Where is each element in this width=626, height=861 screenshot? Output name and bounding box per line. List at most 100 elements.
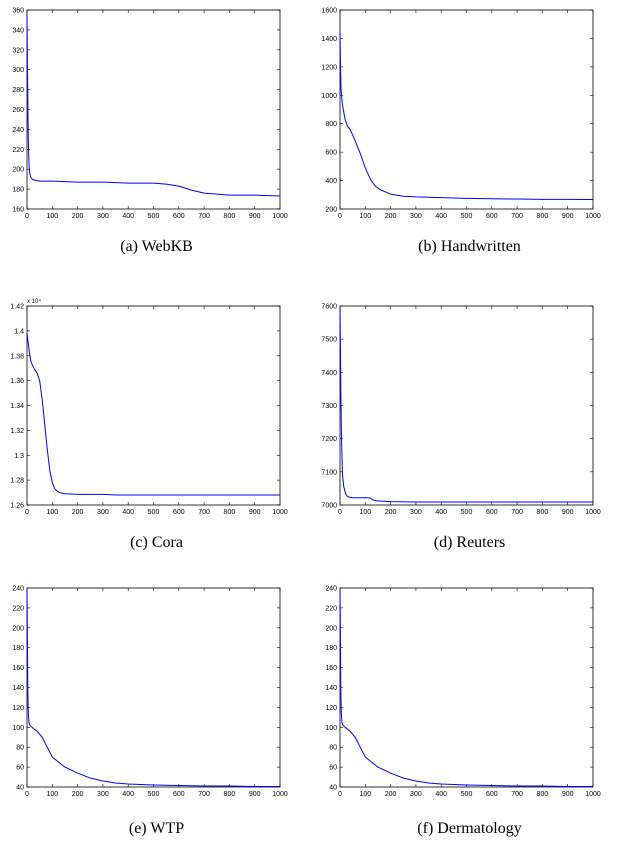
y-tick-label: 220 bbox=[12, 147, 24, 154]
x-tick-label: 1000 bbox=[585, 213, 601, 220]
y-tick-label: 7000 bbox=[321, 503, 337, 510]
x-tick-label: 300 bbox=[410, 213, 422, 220]
chart-panel-a: 0 100 200 300 400 500 600 700 800 900 1000 160 180 20… bbox=[0, 0, 313, 283]
x-tick-label: 0 bbox=[338, 791, 342, 798]
x-tick-label: 800 bbox=[537, 791, 549, 798]
x-tick-label: 900 bbox=[249, 509, 261, 516]
chart-a: 0 100 200 300 400 500 600 700 800 900 1000 160 180 20… bbox=[12, 8, 288, 221]
plot-frame bbox=[339, 9, 594, 210]
x-tick-label: 600 bbox=[486, 791, 498, 798]
x-tick-label: 800 bbox=[224, 213, 236, 220]
x-tick-label: 200 bbox=[385, 213, 397, 220]
y-tick-label: 7100 bbox=[321, 469, 337, 476]
y-tick-label: 1400 bbox=[321, 36, 337, 43]
chart-f: 0 100 200 300 400 500 600 700 800 900 1000 40 60 80 10… bbox=[325, 586, 601, 799]
y-tick-label: 260 bbox=[12, 107, 24, 114]
plot-frame bbox=[339, 305, 594, 506]
x-tick-label: 500 bbox=[148, 791, 160, 798]
caption-e: (e) WTP bbox=[128, 820, 185, 837]
y-tick-label: 200 bbox=[325, 207, 337, 214]
caption-a: (a) WebKB bbox=[120, 238, 193, 255]
y-tick-label: 600 bbox=[325, 150, 337, 157]
x-tick-label: 100 bbox=[46, 213, 58, 220]
x-tick-label: 600 bbox=[173, 509, 185, 516]
x-tick-label: 100 bbox=[359, 213, 371, 220]
y-tick-label: 300 bbox=[12, 67, 24, 74]
x-tick-label: 400 bbox=[122, 791, 134, 798]
x-tick-label: 900 bbox=[562, 509, 574, 516]
caption-c: (c) Cora bbox=[130, 534, 183, 551]
y-tick-label: 400 bbox=[325, 178, 337, 185]
y-tick-label: 340 bbox=[12, 27, 24, 34]
plot-frame bbox=[339, 587, 594, 788]
x-tick-label: 600 bbox=[486, 509, 498, 516]
y-tick-label: 1600 bbox=[321, 8, 337, 15]
plot-frame bbox=[26, 587, 281, 788]
x-tick-label: 300 bbox=[410, 791, 422, 798]
y-tick-label: 160 bbox=[12, 207, 24, 214]
y-tick-label: 320 bbox=[12, 47, 24, 54]
y-tick-label: 120 bbox=[12, 705, 24, 712]
y-tick-label: 280 bbox=[12, 87, 24, 94]
x-tick-label: 300 bbox=[97, 509, 109, 516]
y-tick-label: 7600 bbox=[321, 304, 337, 311]
chart-panel-d: 0 100 200 300 400 500 600 700 800 900 1000 7000 7100… bbox=[313, 296, 626, 579]
x-tick-label: 700 bbox=[511, 509, 523, 516]
y-tick-label: 7500 bbox=[321, 337, 337, 344]
x-tick-label: 800 bbox=[537, 213, 549, 220]
x-tick-label: 200 bbox=[385, 509, 397, 516]
chart-panel-e: 0 100 200 300 400 500 600 700 800 900 1000 40 60 80 10… bbox=[0, 578, 313, 861]
y-tick-label: 240 bbox=[325, 586, 337, 593]
series-line bbox=[26, 587, 280, 787]
y-tick-label: 80 bbox=[329, 745, 337, 752]
x-tick-label: 600 bbox=[486, 213, 498, 220]
x-tick-label: 900 bbox=[562, 213, 574, 220]
y-tick-label: 220 bbox=[12, 605, 24, 612]
caption-f: (f) Dermatology bbox=[417, 820, 522, 837]
x-tick-label: 0 bbox=[338, 509, 342, 516]
y-tick-label: 1.34 bbox=[10, 403, 24, 410]
x-tick-label: 300 bbox=[97, 213, 109, 220]
x-tick-label: 700 bbox=[511, 213, 523, 220]
x-tick-label: 1000 bbox=[272, 509, 288, 516]
x-tick-label: 1000 bbox=[585, 509, 601, 516]
y-tick-label: 1.38 bbox=[10, 353, 24, 360]
y-tick-label: 180 bbox=[325, 645, 337, 652]
y-tick-label: 1000 bbox=[321, 93, 337, 100]
x-tick-label: 100 bbox=[46, 509, 58, 516]
x-tick-label: 500 bbox=[148, 213, 160, 220]
y-tick-label: 160 bbox=[325, 665, 337, 672]
x-tick-label: 200 bbox=[72, 213, 84, 220]
y-tick-label: 1200 bbox=[321, 64, 337, 71]
x-tick-label: 600 bbox=[173, 213, 185, 220]
x-tick-label: 300 bbox=[410, 509, 422, 516]
y-tick-label: 140 bbox=[12, 685, 24, 692]
y-tick-label: 1.4 bbox=[14, 328, 24, 335]
y-tick-label: 220 bbox=[325, 605, 337, 612]
y-tick-label: 200 bbox=[12, 625, 24, 632]
y-tick-label: 1.3 bbox=[14, 453, 24, 460]
x-tick-label: 800 bbox=[537, 509, 549, 516]
x-tick-label: 500 bbox=[148, 509, 160, 516]
y-tick-label: 1.26 bbox=[10, 503, 24, 510]
y-tick-label: 60 bbox=[16, 765, 24, 772]
x-tick-label: 800 bbox=[224, 791, 236, 798]
y-tick-label: 160 bbox=[12, 665, 24, 672]
series-line bbox=[26, 14, 281, 197]
x-tick-label: 700 bbox=[198, 791, 210, 798]
y-tick-label: 100 bbox=[12, 725, 24, 732]
x-tick-label: 500 bbox=[461, 509, 473, 516]
x-tick-label: 400 bbox=[122, 213, 134, 220]
series-line bbox=[339, 31, 594, 200]
x-tick-label: 400 bbox=[122, 509, 134, 516]
plot-frame bbox=[26, 9, 281, 210]
caption-b: (b) Handwritten bbox=[418, 238, 521, 255]
y-tick-label: 360 bbox=[12, 8, 24, 15]
x-tick-label: 1000 bbox=[272, 213, 288, 220]
x-tick-label: 800 bbox=[224, 509, 236, 516]
x-tick-label: 900 bbox=[249, 791, 261, 798]
y-tick-label: 1.32 bbox=[10, 428, 24, 435]
x-tick-label: 0 bbox=[25, 509, 29, 516]
y-tick-label: 240 bbox=[12, 127, 24, 134]
x-tick-label: 100 bbox=[359, 791, 371, 798]
